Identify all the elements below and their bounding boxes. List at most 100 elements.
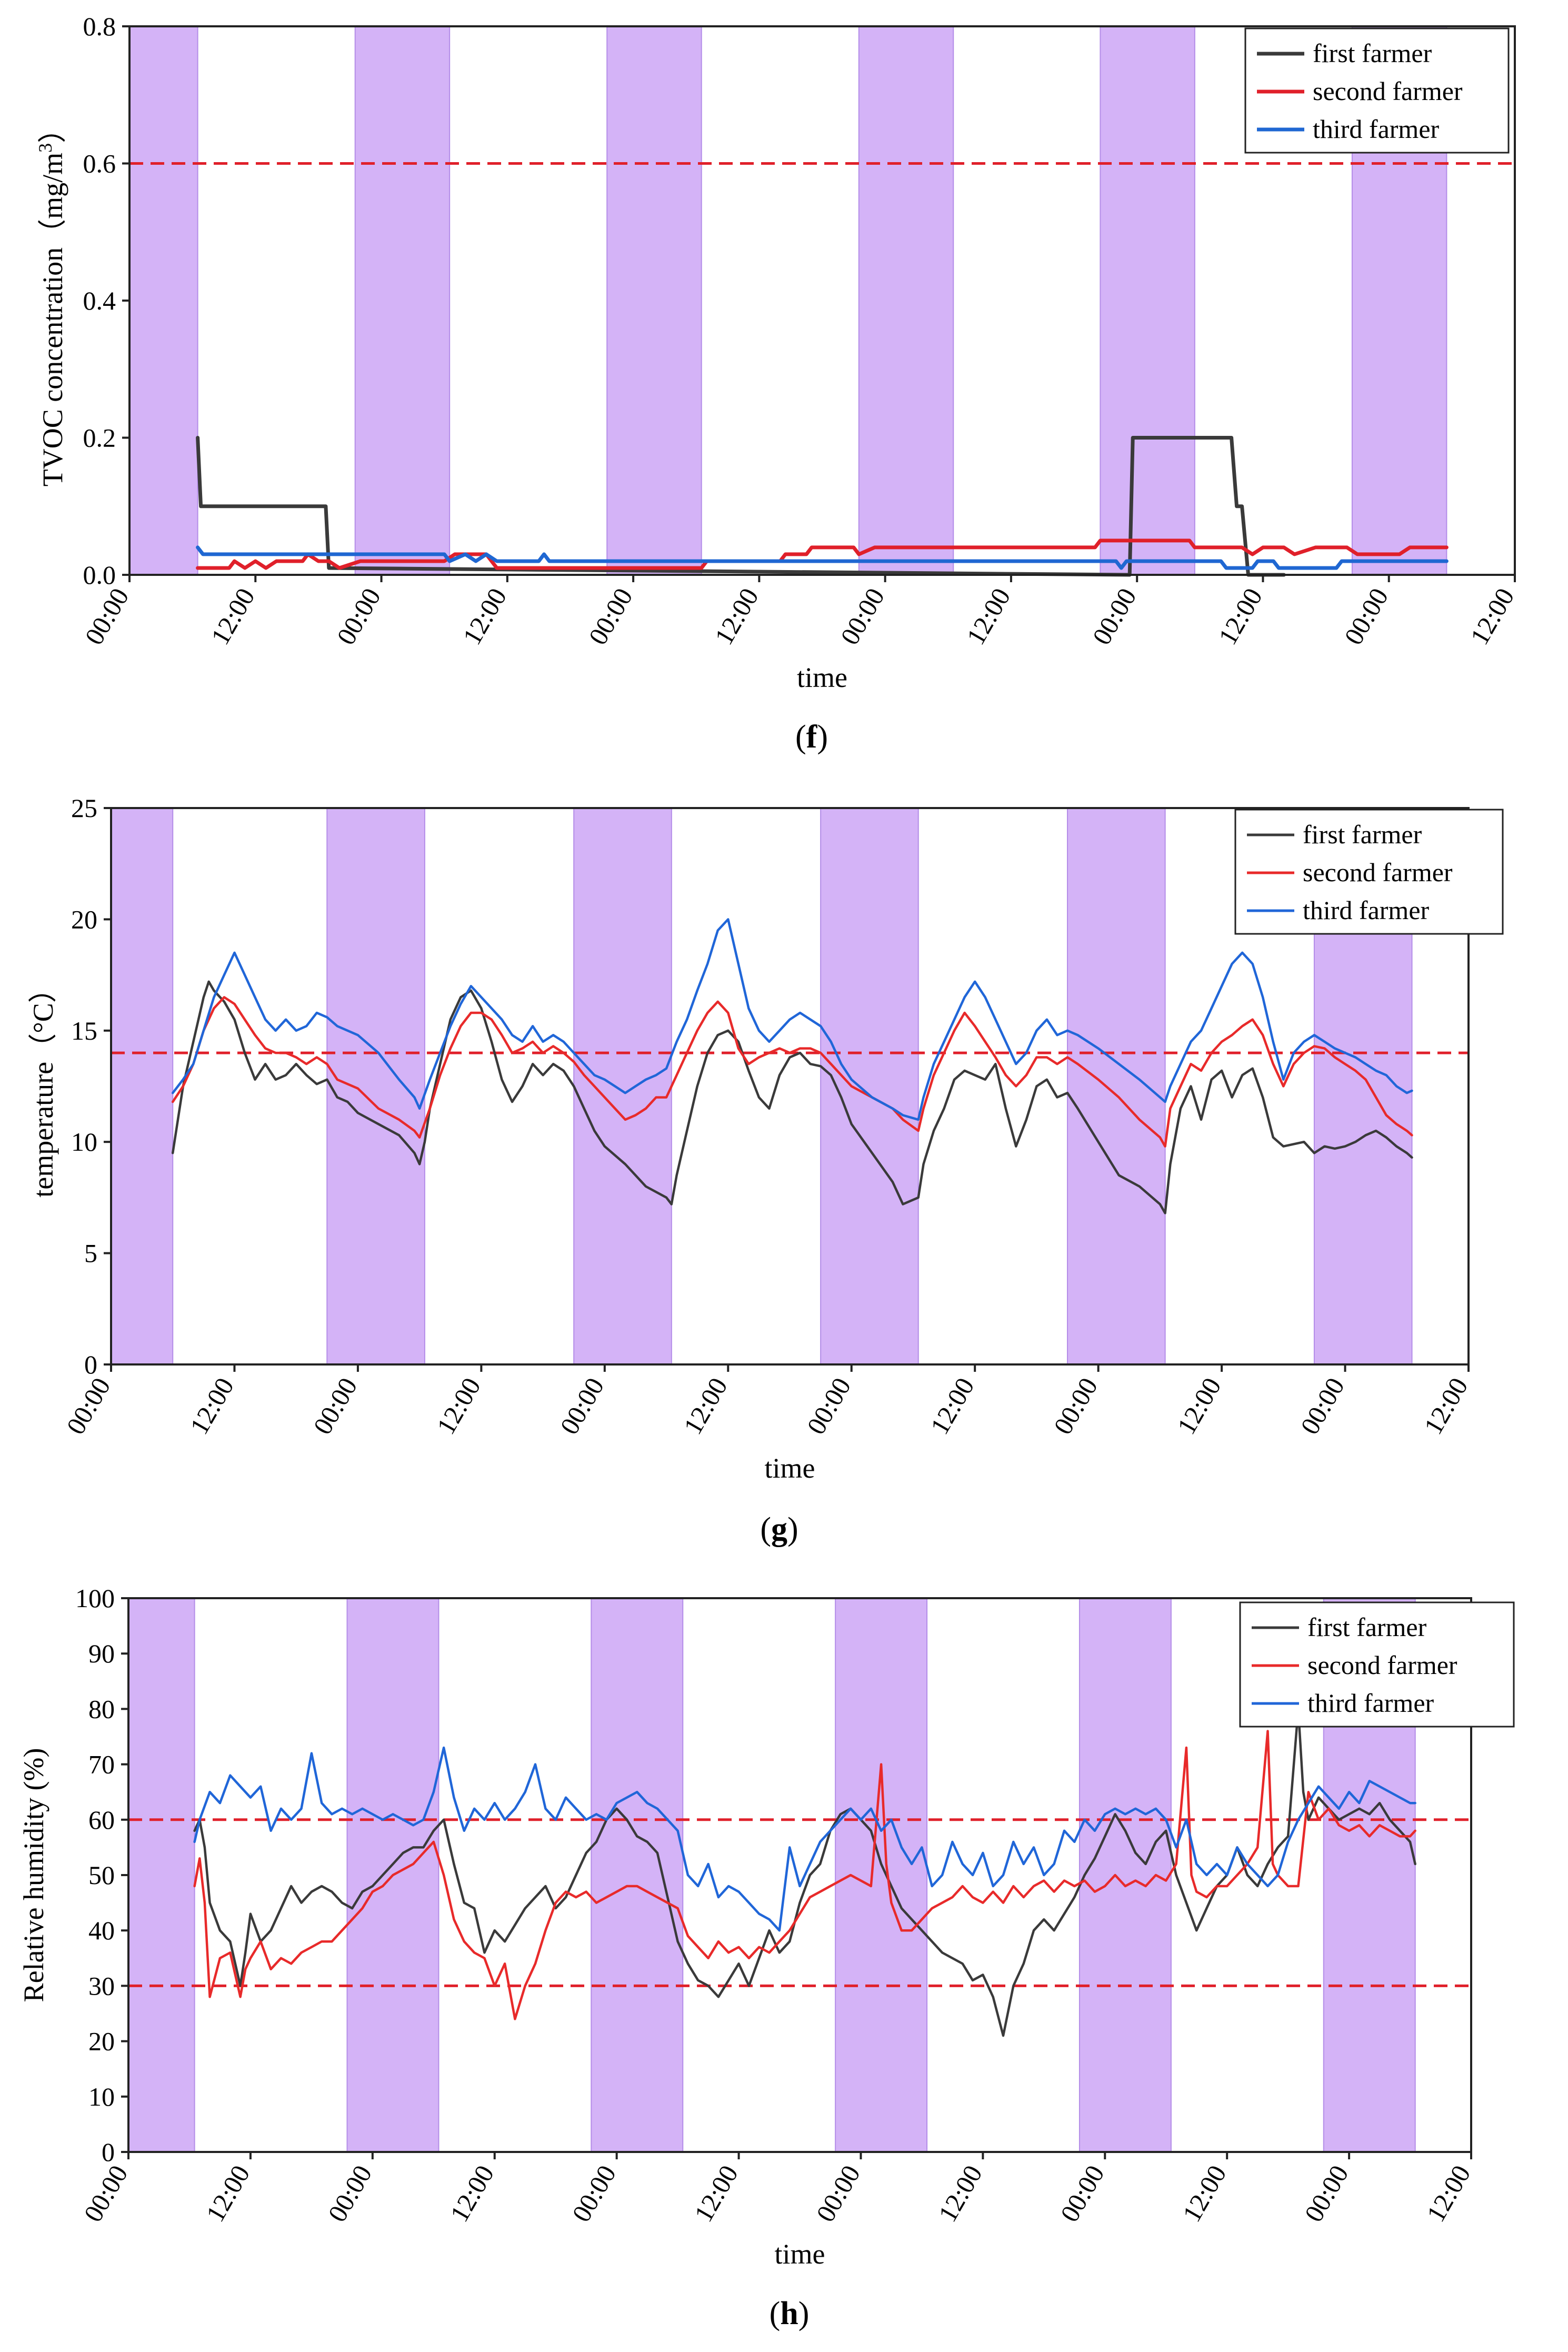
- x-tick-label: 00:00: [1054, 2160, 1110, 2227]
- x-tick-label: 12:00: [431, 1373, 486, 1440]
- x-tick-label: 12:00: [708, 583, 764, 650]
- x-tick-label: 00:00: [801, 1373, 856, 1440]
- x-tick-label: 12:00: [1421, 2160, 1476, 2227]
- legend-label: second farmer: [1307, 1650, 1457, 1680]
- legend-label: third farmer: [1313, 114, 1440, 144]
- y-tick-label: 30: [88, 1971, 115, 2000]
- x-tick-label: 12:00: [924, 1373, 980, 1440]
- x-tick-label: 00:00: [554, 1373, 610, 1440]
- legend: first farmer second farmer third farmer: [1239, 1601, 1515, 1728]
- x-tick-label: 12:00: [1418, 1373, 1473, 1440]
- x-tick-label: 00:00: [1339, 583, 1394, 650]
- y-tick-label: 0.6: [83, 149, 116, 178]
- shaded-band: [1067, 808, 1166, 1365]
- y-tick-label: 50: [88, 1860, 115, 1890]
- panel-label: (h): [770, 2296, 810, 2331]
- shaded-band: [129, 26, 198, 575]
- x-tick-label: 00:00: [61, 1373, 116, 1440]
- chart-panel-g: 0 5 10 15 20 25 00:00 12:00 00:00 12:00 00:00 12:00…: [27, 793, 1504, 1547]
- legend-label: first farmer: [1307, 1612, 1427, 1642]
- y-tick-label: 0.0: [83, 560, 116, 590]
- x-tick-label: 00:00: [811, 2160, 866, 2227]
- x-axis-title: time: [775, 2238, 825, 2270]
- x-tick-label: 00:00: [1299, 2160, 1354, 2227]
- legend-label: third farmer: [1303, 895, 1430, 925]
- y-tick-label: 0: [84, 1350, 97, 1379]
- y-tick-label: 40: [88, 1916, 115, 1945]
- y-tick-label: 10: [71, 1127, 97, 1157]
- series-line-1: [193, 1708, 1416, 2037]
- x-tick-label: 12:00: [1213, 583, 1268, 650]
- series-line-2: [193, 1730, 1416, 2020]
- x-tick-label: 12:00: [961, 583, 1016, 650]
- y-tick-label: 70: [88, 1750, 115, 1779]
- series-line-3: [193, 1746, 1416, 1932]
- legend-label: third farmer: [1307, 1688, 1434, 1718]
- x-tick-label: 00:00: [583, 583, 638, 650]
- series-line-3: [196, 545, 1449, 570]
- panel-label: (g): [760, 1511, 798, 1547]
- y-tick-label: 0.8: [83, 12, 116, 41]
- shaded-band: [128, 1598, 195, 2152]
- chart-panel-f: 0.0 0.2 0.4 0.6 0.8 00:00 12:00 00:00 12:00 00:00…: [35, 12, 1520, 755]
- y-tick-label: 15: [71, 1016, 97, 1045]
- x-tick-label: 00:00: [1295, 1373, 1350, 1440]
- legend: first farmer second farmer third farmer: [1244, 27, 1510, 154]
- series-line-3: [171, 918, 1413, 1121]
- series-line-2: [171, 996, 1413, 1148]
- legend-label: first farmer: [1303, 820, 1422, 849]
- y-tick-label: 80: [88, 1694, 115, 1723]
- x-tick-label: 12:00: [688, 2160, 744, 2227]
- x-tick-label: 00:00: [79, 583, 134, 650]
- panel-label: (f): [795, 719, 828, 755]
- y-tick-label: 5: [84, 1239, 97, 1268]
- x-tick-label: 12:00: [1464, 583, 1520, 650]
- shaded-band: [354, 26, 451, 575]
- shaded-band: [326, 808, 425, 1365]
- y-axis-title: temperature（°C）: [27, 974, 59, 1197]
- shaded-band: [111, 808, 174, 1365]
- x-tick-label: 00:00: [835, 583, 890, 650]
- legend-label: first farmer: [1313, 38, 1432, 68]
- shaded-band: [573, 808, 672, 1365]
- shaded-band: [858, 26, 954, 575]
- x-axis-title: time: [797, 662, 847, 693]
- y-tick-label: 100: [75, 1583, 115, 1613]
- legend-label: second farmer: [1303, 858, 1453, 887]
- x-tick-label: 00:00: [1048, 1373, 1103, 1440]
- chart-panel-h: 0 10 20 30 40 50 60 70 80 90 100 00:00 12:00 00:00 12:…: [18, 1583, 1515, 2331]
- shaded-band: [591, 1598, 684, 2152]
- y-tick-label: 20: [71, 904, 97, 934]
- y-tick-label: 90: [88, 1639, 115, 1668]
- x-tick-label: 12:00: [184, 1373, 239, 1440]
- plot-frame: [110, 807, 1470, 1366]
- x-tick-label: 12:00: [932, 2160, 987, 2227]
- x-tick-label: 00:00: [322, 2160, 377, 2227]
- x-tick-label: 12:00: [1171, 1373, 1226, 1440]
- shaded-band: [1100, 26, 1195, 575]
- y-tick-label: 0.2: [83, 423, 116, 453]
- x-tick-label: 12:00: [677, 1373, 733, 1440]
- y-axis-title: TVOC concentration（mg/m3）: [35, 115, 68, 486]
- y-tick-label: 60: [88, 1805, 115, 1835]
- series-line-1: [196, 436, 1286, 577]
- y-tick-label: 0: [102, 2137, 115, 2167]
- x-tick-label: 12:00: [1176, 2160, 1232, 2227]
- y-tick-label: 0.4: [83, 286, 116, 315]
- series-line-1: [171, 980, 1413, 1214]
- x-tick-label: 12:00: [457, 583, 512, 650]
- x-tick-label: 12:00: [205, 583, 260, 650]
- series-line-2: [196, 539, 1449, 570]
- x-tick-label: 00:00: [566, 2160, 622, 2227]
- y-tick-label: 25: [71, 793, 97, 823]
- x-tick-label: 00:00: [1086, 583, 1142, 650]
- x-tick-label: 00:00: [78, 2160, 133, 2227]
- y-tick-label: 10: [88, 2082, 115, 2111]
- shaded-band: [606, 26, 702, 575]
- x-tick-label: 12:00: [444, 2160, 500, 2227]
- y-axis-title: Relative humidity (%): [18, 1748, 49, 2002]
- legend-label: second farmer: [1313, 76, 1463, 106]
- x-axis-title: time: [765, 1452, 815, 1484]
- x-tick-label: 00:00: [307, 1373, 363, 1440]
